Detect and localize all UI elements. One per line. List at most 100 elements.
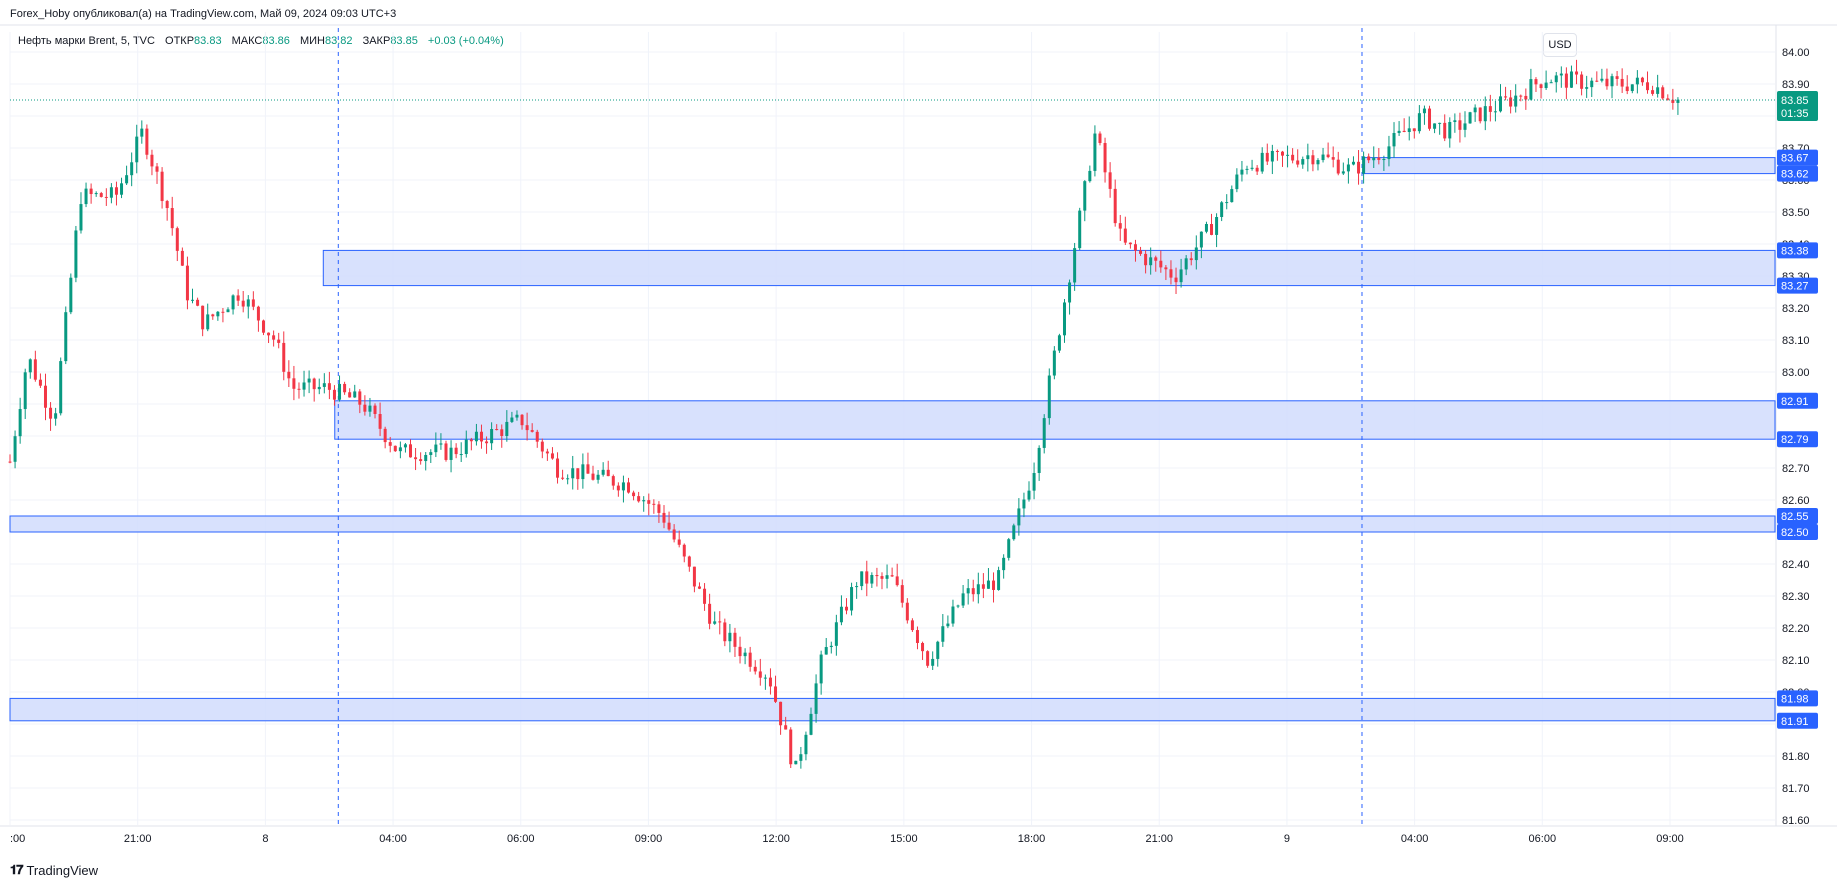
candle-body [581,464,585,480]
candle-body [216,311,220,317]
candle-body [611,476,615,486]
candle-body [114,187,118,195]
zone-price-tag [1777,165,1818,182]
candle-body [33,359,37,380]
candle-body [951,606,955,624]
candle-body [784,725,788,730]
candle-body [1509,97,1513,107]
candle-body [84,188,88,205]
zone-price-tag [1777,690,1818,707]
candle-body [1488,106,1492,112]
candle-body [211,314,215,317]
y-tick-label: 81.70 [1782,783,1810,795]
candle-body [774,686,778,702]
candle-body [1022,499,1026,509]
candle-body [1123,228,1127,243]
candle-body [474,431,478,442]
price-zones [9,157,1776,722]
candle-body [231,295,235,310]
zone-price-tag [1777,431,1818,448]
symbol-name[interactable]: Нефть марки Brent, 5, TVC [18,35,155,47]
candle-body [1179,269,1183,283]
candle-body [804,734,808,755]
candle-body [1103,142,1107,173]
candle-body [1139,250,1143,254]
candle-body [1610,76,1614,87]
candle-body [1580,74,1584,89]
candle-body [383,428,387,443]
candle-body [1108,172,1112,189]
candle-body [1448,122,1452,139]
candle-body [409,444,413,458]
currency-button[interactable]: USD [1543,33,1577,57]
candle-body [1372,157,1376,161]
price-zone [334,400,1776,440]
candle-body [8,461,12,463]
current-price-label: 83.85 [1781,95,1809,107]
candle-body [1443,122,1447,139]
candle-body [363,404,367,412]
candle-body [1007,539,1011,558]
candles [8,59,1680,769]
x-tick-label: 15:00 [890,833,918,845]
candle-body [104,196,108,198]
candle-body [459,454,463,456]
candle-body [54,413,58,419]
candle-body [236,295,240,301]
candle-body [540,441,544,452]
candle-body [1265,152,1269,162]
candle-body [1306,155,1310,160]
candle-body [687,556,691,567]
candle-body [89,188,93,195]
candle-body [1255,167,1259,172]
tradingview-logo[interactable]: 𝟏𝟕 TradingView [10,862,98,878]
zone-price-tag [1777,242,1818,259]
candle-body [895,576,899,586]
candle-body [277,339,281,343]
candle-body [900,585,904,603]
candle-body [992,580,996,590]
candle-body [1676,99,1680,103]
candle-body [576,468,580,480]
axes [0,24,1837,827]
candle-body [1215,216,1219,235]
candle-body [500,429,504,436]
candle-body [682,544,686,557]
x-tick-label: 8 [262,833,268,845]
candle-body [343,383,347,393]
candle-body [1118,223,1122,229]
candle-body [1083,181,1087,211]
candle-body [931,658,935,666]
candle-body [1032,472,1036,491]
candle-body [246,299,250,307]
candle-body [844,606,848,611]
candle-body [865,571,869,584]
candle-body [18,409,22,437]
candle-body [1595,80,1599,82]
zone-price-tag-label: 81.91 [1781,716,1809,728]
candle-body [915,630,919,643]
candle-body [961,593,965,606]
candle-body [621,482,625,491]
high-label: МАКС [231,35,263,47]
current-price-tag [1777,91,1818,121]
candle-body [221,311,225,313]
x-tick-label: :00 [10,833,25,845]
candle-body [1514,95,1518,107]
candle-body [449,447,453,460]
candle-body [368,405,372,412]
candle-body [697,586,701,589]
candle-body [799,754,803,761]
candle-body [1666,98,1670,100]
x-tick-label: 04:00 [1401,833,1429,845]
candle-body [1047,375,1051,419]
zone-price-tag-label: 82.55 [1781,511,1809,523]
candle-body [1473,107,1477,113]
candle-body [120,183,124,195]
candle-body [1336,159,1340,174]
candle-body [703,588,707,604]
candle-body [510,417,514,422]
candle-body [768,677,772,687]
candle-body [1296,160,1300,165]
